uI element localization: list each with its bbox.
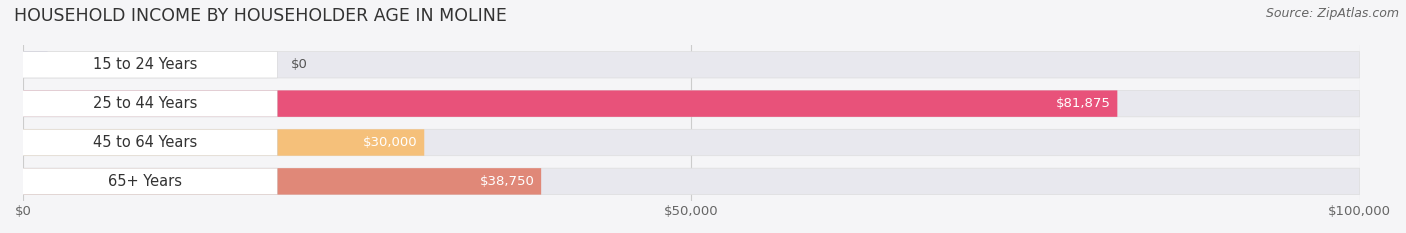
FancyBboxPatch shape [24,51,48,78]
FancyBboxPatch shape [24,168,1360,195]
Text: 65+ Years: 65+ Years [108,174,183,189]
FancyBboxPatch shape [24,51,1360,78]
FancyBboxPatch shape [17,90,277,117]
Text: $0: $0 [291,58,308,71]
Text: $30,000: $30,000 [363,136,418,149]
FancyBboxPatch shape [24,90,1360,117]
Text: 25 to 44 Years: 25 to 44 Years [93,96,197,111]
Text: HOUSEHOLD INCOME BY HOUSEHOLDER AGE IN MOLINE: HOUSEHOLD INCOME BY HOUSEHOLDER AGE IN M… [14,7,508,25]
Text: 15 to 24 Years: 15 to 24 Years [93,57,197,72]
FancyBboxPatch shape [24,168,541,195]
FancyBboxPatch shape [24,129,425,156]
Text: 45 to 64 Years: 45 to 64 Years [93,135,197,150]
FancyBboxPatch shape [24,129,1360,156]
Text: $38,750: $38,750 [479,175,534,188]
FancyBboxPatch shape [17,129,277,156]
Text: Source: ZipAtlas.com: Source: ZipAtlas.com [1265,7,1399,20]
Text: $81,875: $81,875 [1056,97,1111,110]
FancyBboxPatch shape [17,51,277,78]
FancyBboxPatch shape [17,168,277,195]
FancyBboxPatch shape [24,90,1118,117]
